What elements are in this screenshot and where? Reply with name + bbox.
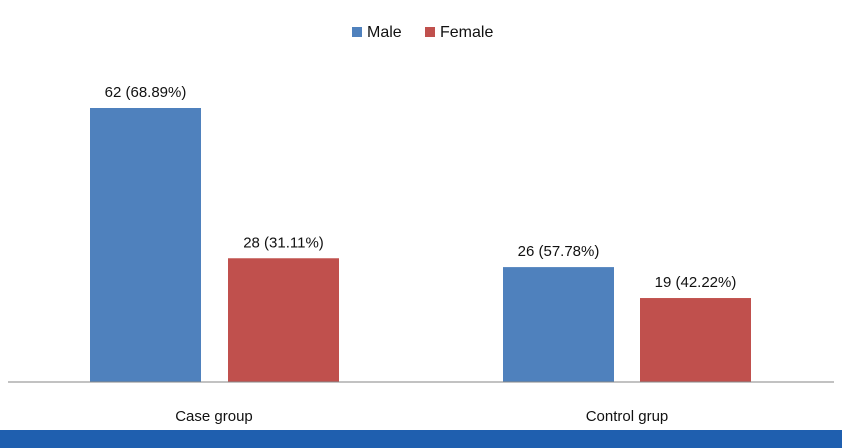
data-label-female-1: 28 (31.11%) bbox=[243, 234, 324, 251]
bar-male-2 bbox=[503, 267, 614, 382]
legend: Male Female bbox=[352, 24, 493, 41]
bar-male-1 bbox=[90, 108, 201, 382]
x-tick-labels-group: Case group Control grup bbox=[175, 408, 668, 425]
footer-bar bbox=[0, 430, 842, 448]
x-tick-label-1: Case group bbox=[175, 408, 253, 425]
data-labels-group: 62 (68.89%) 26 (57.78%) 28 (31.11%) 19 (42.… bbox=[105, 84, 737, 291]
bar-female-2 bbox=[640, 298, 751, 382]
legend-swatch-male bbox=[352, 27, 362, 37]
legend-label-female: Female bbox=[440, 24, 493, 41]
data-label-male-2: 26 (57.78%) bbox=[518, 243, 600, 260]
legend-swatch-female bbox=[425, 27, 435, 37]
bar-female-1 bbox=[228, 258, 339, 382]
data-label-female-2: 19 (42.22%) bbox=[655, 274, 737, 291]
data-label-male-1: 62 (68.89%) bbox=[105, 84, 187, 101]
bars-group bbox=[90, 108, 751, 382]
legend-label-male: Male bbox=[367, 24, 402, 41]
x-tick-label-2: Control grup bbox=[586, 408, 669, 425]
